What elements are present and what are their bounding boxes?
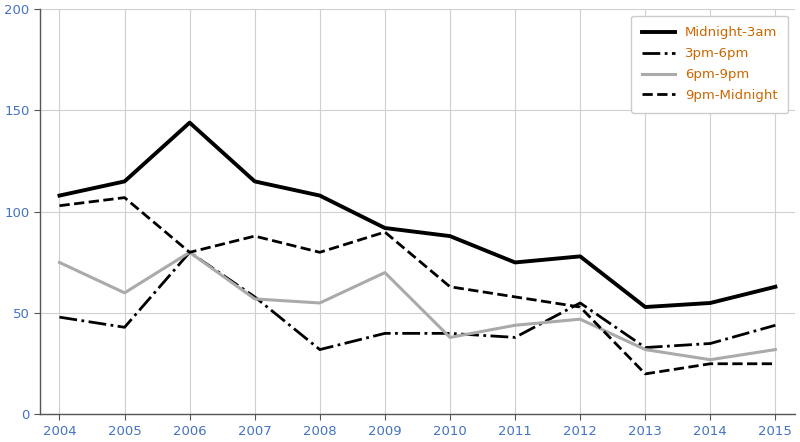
Line: Midnight-3am: Midnight-3am	[59, 122, 775, 307]
Line: 3pm-6pm: 3pm-6pm	[59, 252, 775, 350]
6pm-9pm	[575, 316, 585, 322]
3pm-6pm	[185, 250, 194, 255]
6pm-9pm	[380, 270, 390, 275]
6pm-9pm	[770, 347, 780, 352]
3pm-6pm	[770, 323, 780, 328]
Midnight-3am	[445, 233, 454, 239]
9pm-Midnight	[380, 229, 390, 235]
Midnight-3am	[54, 193, 64, 198]
6pm-9pm	[54, 260, 64, 265]
3pm-6pm	[445, 331, 454, 336]
3pm-6pm	[641, 345, 650, 350]
9pm-Midnight	[315, 250, 325, 255]
6pm-9pm	[641, 347, 650, 352]
Midnight-3am	[706, 300, 715, 305]
6pm-9pm	[315, 300, 325, 305]
3pm-6pm	[380, 331, 390, 336]
Midnight-3am	[250, 179, 259, 184]
Midnight-3am	[380, 225, 390, 231]
Line: 6pm-9pm: 6pm-9pm	[59, 252, 775, 360]
6pm-9pm	[510, 323, 520, 328]
6pm-9pm	[250, 296, 259, 301]
9pm-Midnight	[54, 203, 64, 208]
Midnight-3am	[315, 193, 325, 198]
9pm-Midnight	[250, 233, 259, 239]
3pm-6pm	[706, 341, 715, 346]
3pm-6pm	[54, 315, 64, 320]
9pm-Midnight	[641, 371, 650, 377]
Midnight-3am	[641, 305, 650, 310]
3pm-6pm	[575, 300, 585, 305]
9pm-Midnight	[575, 305, 585, 310]
Midnight-3am	[770, 284, 780, 290]
6pm-9pm	[445, 335, 454, 340]
9pm-Midnight	[445, 284, 454, 290]
Midnight-3am	[575, 254, 585, 259]
9pm-Midnight	[120, 195, 130, 200]
6pm-9pm	[706, 357, 715, 362]
9pm-Midnight	[770, 361, 780, 366]
3pm-6pm	[120, 324, 130, 330]
Legend: Midnight-3am, 3pm-6pm, 6pm-9pm, 9pm-Midnight: Midnight-3am, 3pm-6pm, 6pm-9pm, 9pm-Midn…	[631, 16, 788, 113]
Midnight-3am	[185, 120, 194, 125]
3pm-6pm	[315, 347, 325, 352]
9pm-Midnight	[185, 250, 194, 255]
Line: 9pm-Midnight: 9pm-Midnight	[59, 198, 775, 374]
Midnight-3am	[510, 260, 520, 265]
6pm-9pm	[185, 250, 194, 255]
3pm-6pm	[250, 294, 259, 300]
9pm-Midnight	[706, 361, 715, 366]
9pm-Midnight	[510, 294, 520, 300]
Midnight-3am	[120, 179, 130, 184]
6pm-9pm	[120, 290, 130, 296]
3pm-6pm	[510, 335, 520, 340]
